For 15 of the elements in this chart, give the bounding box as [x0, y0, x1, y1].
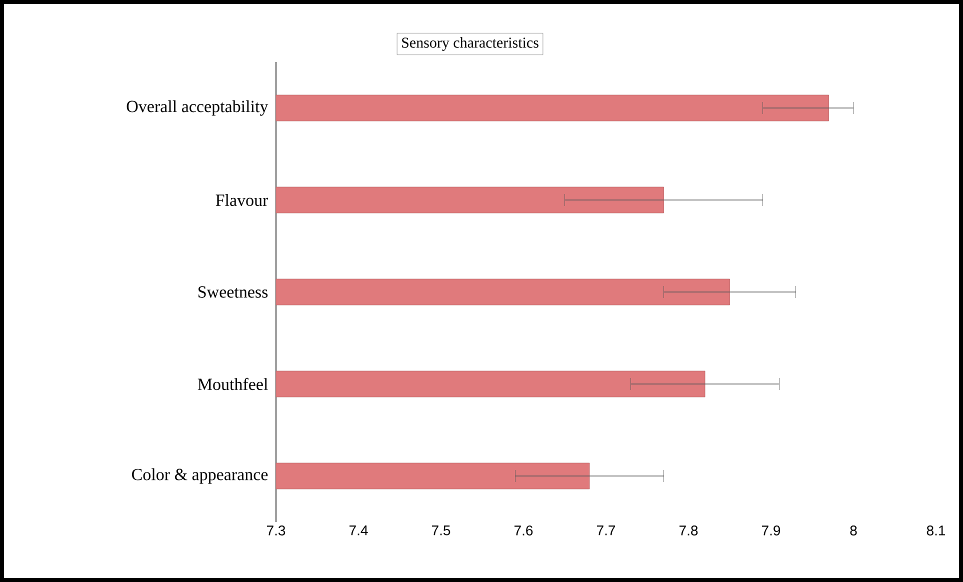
y-tick-label: Flavour: [216, 194, 268, 206]
x-tick-label: 7.8: [679, 526, 698, 536]
y-tick-label: Sweetness: [198, 286, 268, 298]
x-tick-label: 7.6: [514, 526, 533, 536]
x-tick-label: 7.3: [266, 526, 286, 536]
x-tick-label: 8: [850, 526, 857, 536]
x-tick-label: 7.7: [596, 526, 616, 536]
chart-title: Sensory characteristics: [402, 37, 538, 51]
x-tick-label: 8.1: [926, 526, 946, 536]
x-tick-label: 7.4: [349, 526, 368, 536]
x-tick-label: 7.5: [432, 526, 450, 536]
x-tick-label: 7.9: [762, 526, 780, 536]
y-tick-label: Color & appearance: [132, 468, 268, 484]
y-tick-label: Overall acceptability: [126, 100, 268, 116]
y-tick-label: Mouthfeel: [198, 378, 268, 390]
